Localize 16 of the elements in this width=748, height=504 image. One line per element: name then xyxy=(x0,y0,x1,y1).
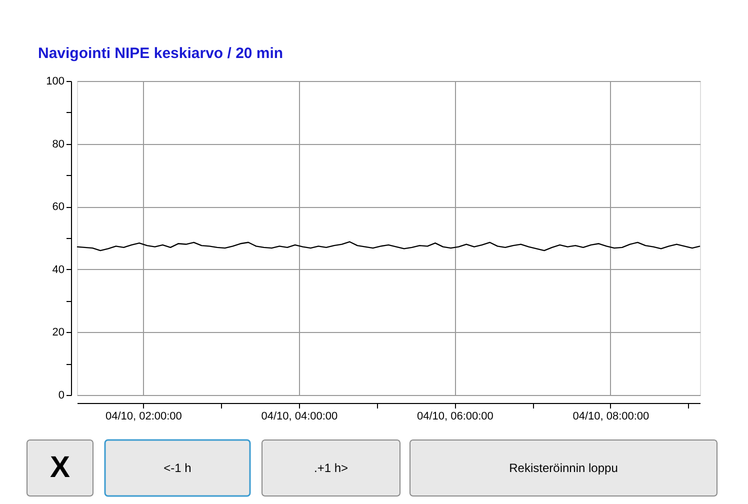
x-tick-label: 04/10, 02:00:00 xyxy=(105,410,182,422)
y-tick-label: 100 xyxy=(46,76,64,88)
text: .+1 h> xyxy=(314,461,348,475)
text: <-1 h xyxy=(164,461,192,475)
chart-title: Navigointi NIPE keskiarvo / 20 min xyxy=(38,45,284,62)
y-tick-label: 40 xyxy=(52,264,64,276)
x-tick-label: 04/10, 06:00:00 xyxy=(416,410,494,422)
text: X xyxy=(50,451,70,484)
y-tick-label: 20 xyxy=(52,326,64,339)
x-tick-label: 04/10, 04:00:00 xyxy=(261,410,338,422)
x-tick-label: 04/10, 08:00:00 xyxy=(572,410,650,422)
text: Rekisteröinnin loppu xyxy=(509,461,618,475)
line-series xyxy=(76,241,701,252)
y-tick-label: 60 xyxy=(52,201,64,214)
y-tick-label: 80 xyxy=(52,138,64,150)
y-tick-label: 0 xyxy=(58,390,64,402)
